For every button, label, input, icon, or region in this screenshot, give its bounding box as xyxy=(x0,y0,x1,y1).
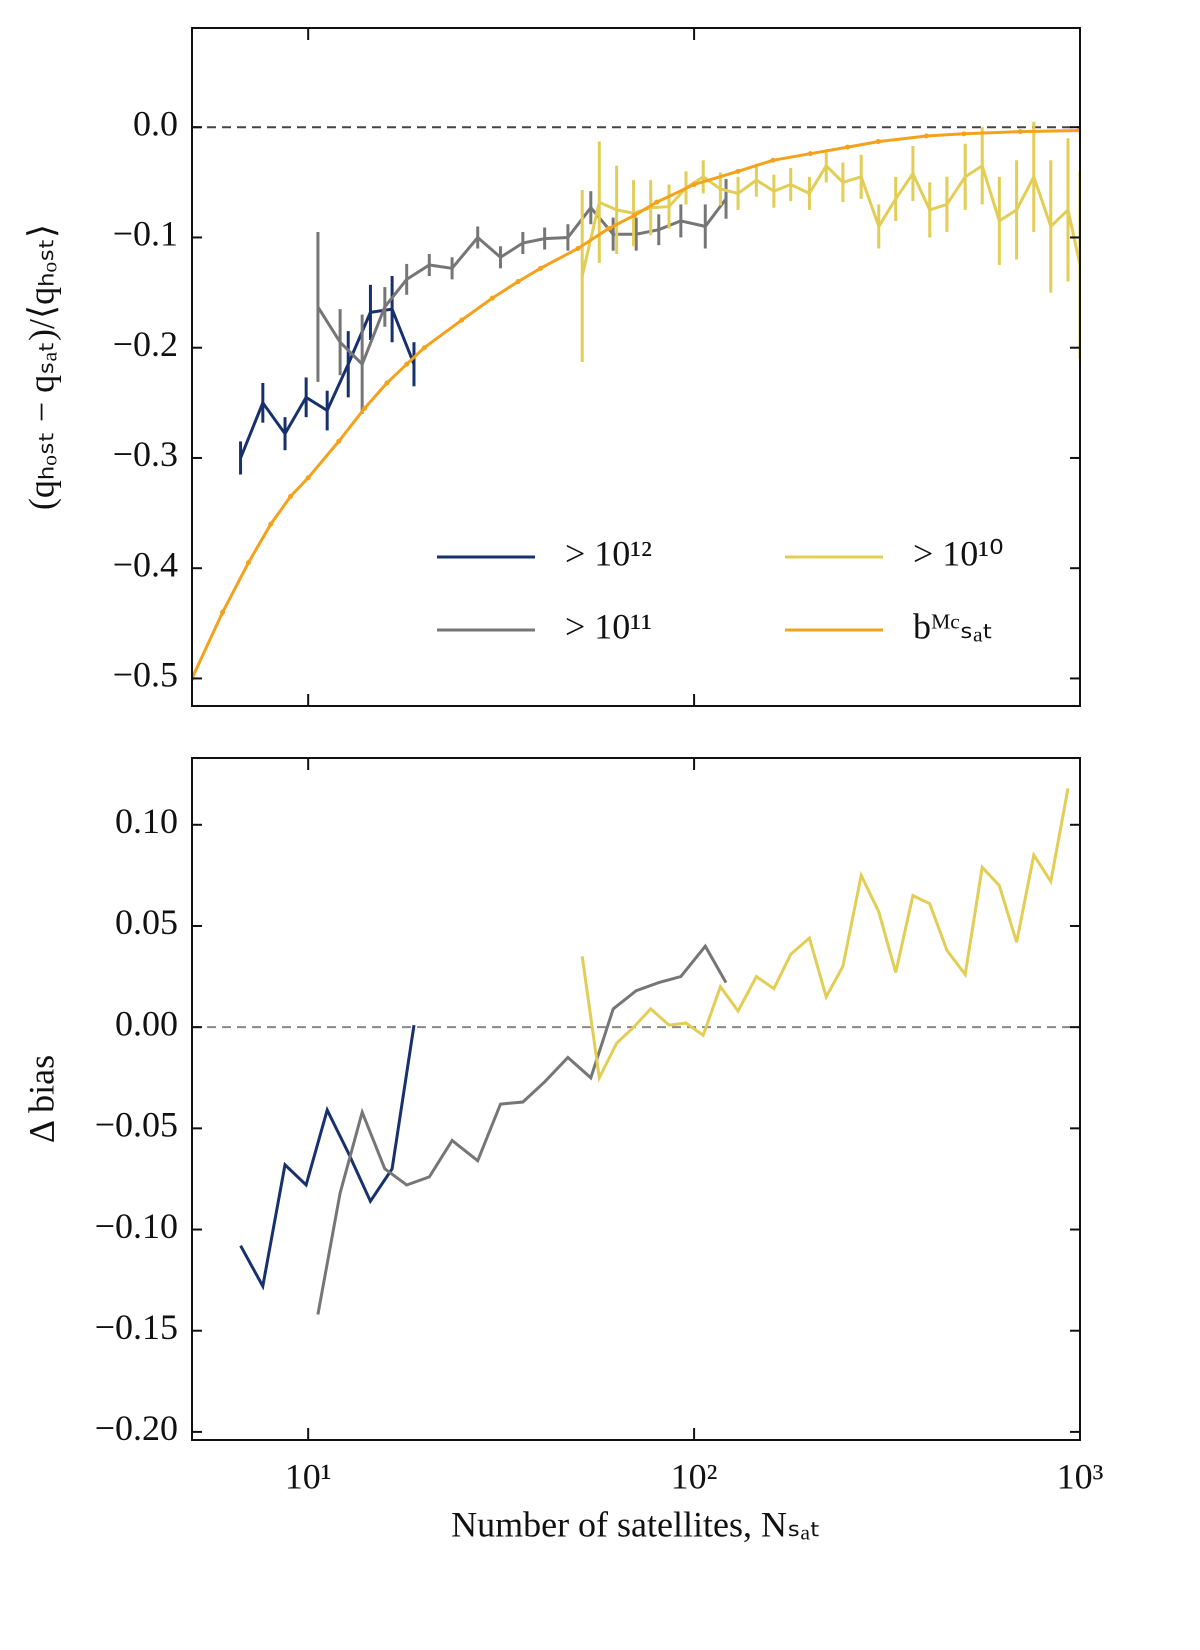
series-line xyxy=(316,943,728,1315)
series-line xyxy=(580,788,1070,1083)
x-tick-label: 10³ xyxy=(1057,1456,1104,1496)
point xyxy=(220,609,226,615)
point xyxy=(923,133,929,139)
plot-area xyxy=(192,121,1080,681)
series-line xyxy=(316,197,728,367)
point xyxy=(875,139,881,145)
y-tick-label: 0.0 xyxy=(133,103,178,143)
y-tick-label: −0.4 xyxy=(113,544,178,584)
y-tick-label: −0.5 xyxy=(113,655,178,695)
plot-frame xyxy=(191,757,1081,1441)
x-tick-label: 10¹ xyxy=(285,1456,332,1496)
plot-frame xyxy=(191,27,1081,707)
legend-label: bᴹᶜₛₐₜ xyxy=(913,606,994,646)
series-line xyxy=(580,163,1080,277)
point xyxy=(1017,129,1023,135)
point xyxy=(489,295,495,301)
point xyxy=(654,199,660,205)
y-tick-label: −0.1 xyxy=(113,214,178,254)
y-tick-label: −0.2 xyxy=(113,324,178,364)
point xyxy=(735,168,741,174)
y-tick-label: −0.05 xyxy=(95,1105,178,1145)
point xyxy=(268,521,274,527)
point xyxy=(807,151,813,157)
legend-label: > 10¹² xyxy=(565,533,652,573)
series-line xyxy=(239,1024,416,1291)
point xyxy=(421,345,427,351)
point xyxy=(575,245,581,251)
point xyxy=(459,317,465,323)
point xyxy=(605,226,611,232)
point xyxy=(305,475,311,481)
y-tick-label: −0.10 xyxy=(95,1206,178,1246)
y-tick-label: −0.3 xyxy=(113,434,178,474)
x-tick-label: 10² xyxy=(671,1456,718,1496)
y-tick-label: 0.00 xyxy=(115,1003,178,1043)
x-axis-label: Number of satellites, Nₛₐₜ xyxy=(451,1504,821,1544)
legend-label: > 10¹¹ xyxy=(565,606,652,646)
point xyxy=(845,144,851,150)
plot-area xyxy=(192,788,1080,1315)
point xyxy=(336,438,342,444)
point xyxy=(288,494,294,500)
legend-label: > 10¹⁰ xyxy=(913,533,1004,573)
point xyxy=(245,560,251,566)
y-axis-label: Δ bias xyxy=(21,1055,61,1143)
y-axis-label: (qₕₒₛₜ − qₛₐₜ)/⟨qₕₒₛₜ⟩ xyxy=(21,224,61,510)
y-tick-label: −0.20 xyxy=(95,1408,178,1448)
y-tick-label: −0.15 xyxy=(95,1307,178,1347)
y-tick-label: 0.10 xyxy=(115,801,178,841)
point xyxy=(362,405,368,411)
point xyxy=(691,182,697,188)
point xyxy=(404,361,410,367)
point xyxy=(961,131,967,137)
point xyxy=(631,212,637,218)
y-tick-label: 0.05 xyxy=(115,902,178,942)
point xyxy=(538,265,544,271)
point xyxy=(515,279,521,285)
point xyxy=(384,380,390,386)
point xyxy=(770,157,776,163)
